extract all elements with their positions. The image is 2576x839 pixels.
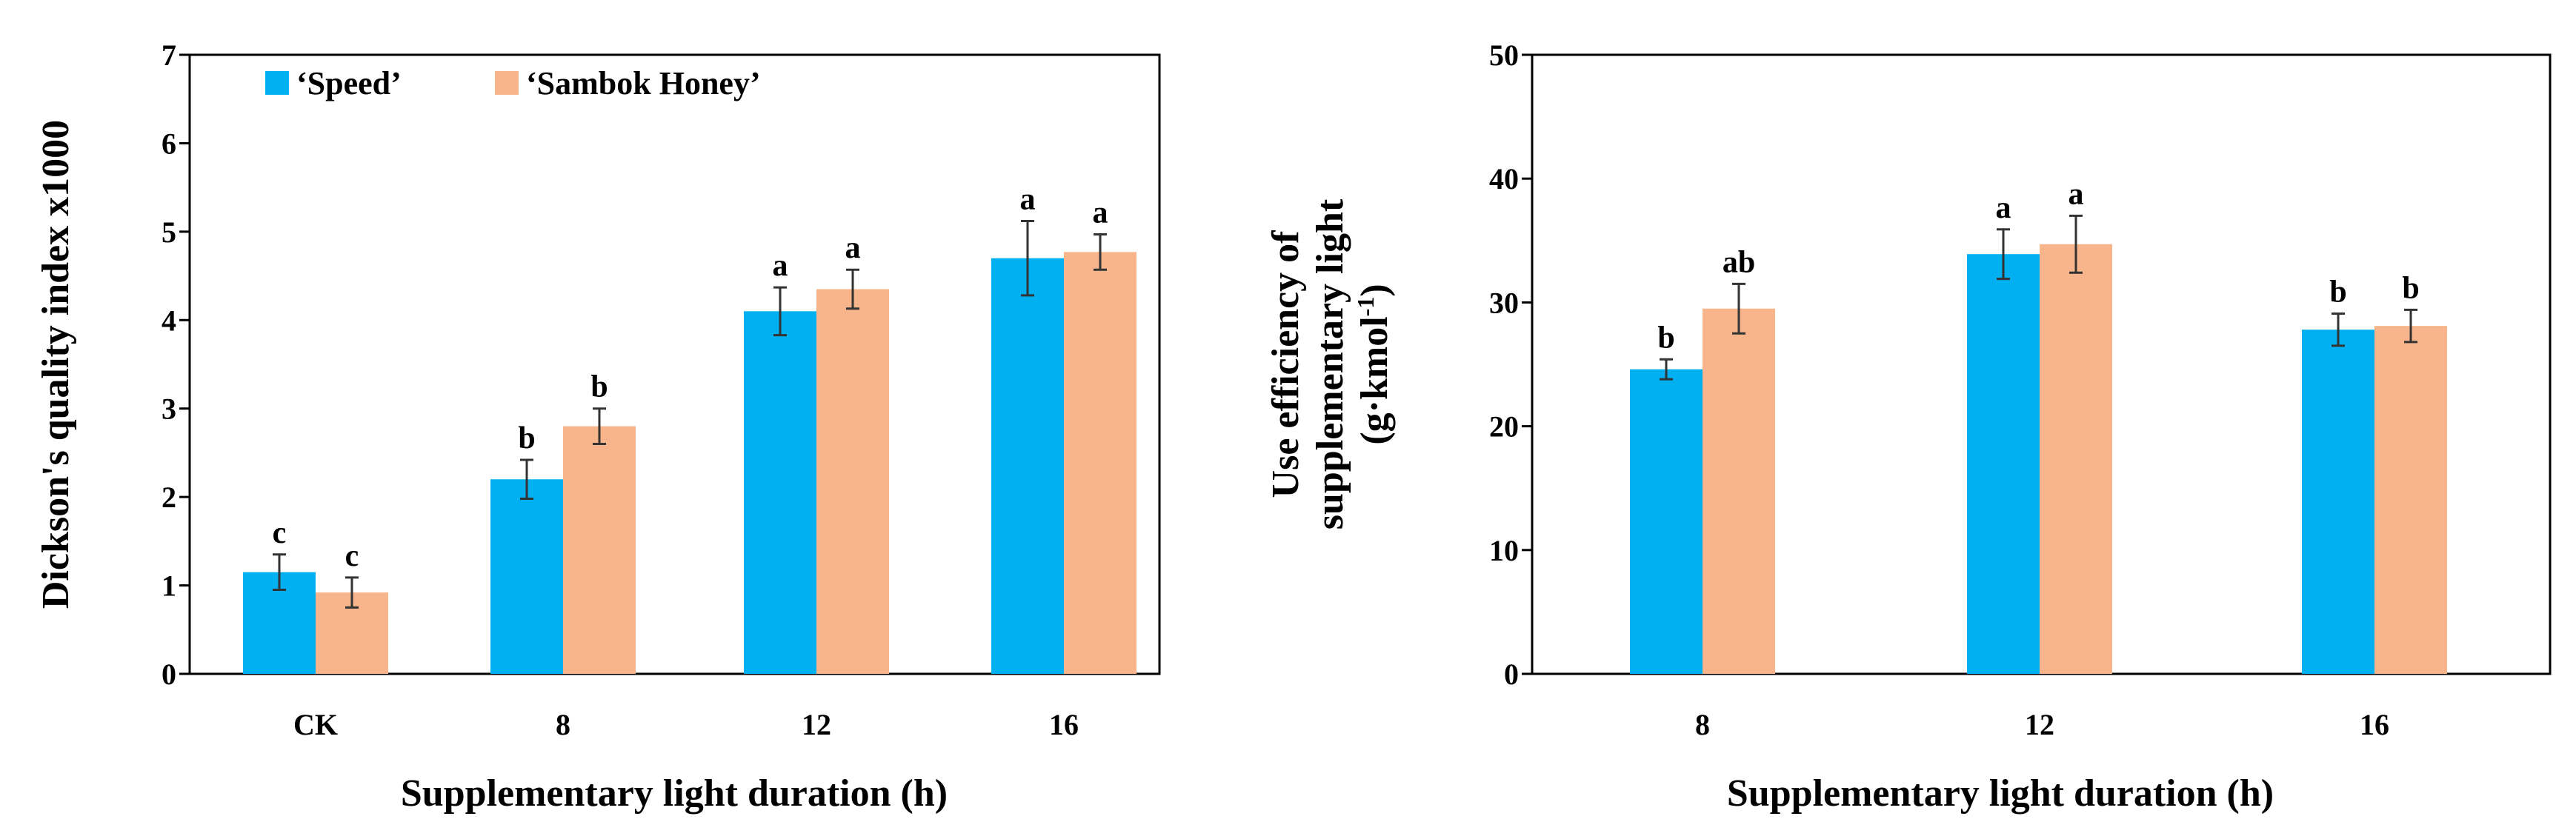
y-tick-label: 6 (162, 127, 176, 160)
y-axis-label: Dickson's quality index x1000 (35, 120, 77, 609)
significance-letter: a (773, 249, 788, 283)
y-tick-label: 10 (1489, 534, 1519, 567)
legend-swatch-speed (265, 71, 289, 95)
significance-letter: a (1093, 195, 1108, 230)
x-tick-label: 16 (2360, 708, 2389, 741)
bar-sambok-honey (2374, 326, 2447, 674)
y-axis: 0 10 20 30 40 50 (1489, 39, 1532, 691)
y-tick-label: 7 (162, 39, 176, 72)
plot-frame (188, 53, 1161, 675)
y-tick-label: 40 (1489, 162, 1519, 195)
significance-letter: b (518, 421, 535, 455)
y-tick-label: 0 (1504, 658, 1519, 691)
bar-sambok-honey (816, 289, 889, 674)
bar-speed (2302, 330, 2374, 674)
bar-sambok-honey (1064, 252, 1136, 675)
y-axis-label-line-2: supplementary light (1309, 198, 1351, 529)
y-tick-label: 2 (162, 481, 176, 514)
significance-letter: ab (1723, 245, 1755, 279)
legend-label-sambok-honey: ‘Sambok Honey’ (526, 65, 761, 101)
x-tick-label: 12 (2025, 708, 2054, 741)
bar-sambok-honey (1703, 308, 1775, 674)
significance-letter: b (590, 370, 608, 404)
x-tick-label: 8 (556, 708, 570, 741)
bar-sambok-honey (563, 426, 636, 674)
x-axis: 8 12 16 (1695, 708, 2389, 741)
significance-letter: c (273, 516, 287, 550)
x-tick-label: 16 (1049, 708, 1079, 741)
unit-end: ) (1354, 284, 1396, 296)
y-tick-label: 1 (162, 569, 176, 603)
unit-superscript: -1 (1352, 297, 1379, 317)
x-tick-label: 8 (1695, 708, 1710, 741)
significance-letter: a (1020, 183, 1036, 217)
bar-speed (490, 479, 563, 674)
bar-speed (991, 258, 1064, 675)
bar-speed (744, 311, 816, 674)
significance-letter: a (2069, 177, 2084, 211)
x-axis-label: Supplementary light duration (h) (401, 772, 948, 815)
y-tick-label: 50 (1489, 39, 1519, 72)
significance-letter: b (2402, 271, 2419, 305)
y-tick-label: 3 (162, 392, 176, 426)
y-tick-label: 30 (1489, 286, 1519, 319)
y-tick-label: 20 (1489, 410, 1519, 444)
significance-letter: a (845, 231, 861, 265)
y-tick-label: 4 (162, 304, 176, 337)
bar-speed (1630, 369, 1703, 674)
y-axis: 0 1 2 3 4 5 6 7 (162, 39, 190, 691)
significance-letter: c (345, 539, 359, 573)
unit-main: (g·kmol (1354, 316, 1396, 444)
legend: ‘Speed’ ‘Sambok Honey’ (265, 65, 761, 101)
significance-letter: b (1657, 321, 1674, 355)
bars: c b a a c b a a (243, 183, 1136, 675)
x-tick-label: CK (293, 708, 338, 741)
y-tick-label: 0 (162, 658, 176, 691)
y-tick-label: 5 (162, 215, 176, 249)
y-axis-label-unit: (g·kmol-1) (1352, 284, 1396, 444)
significance-letter: a (1996, 191, 2011, 225)
bar-sambok-honey (2040, 244, 2112, 674)
x-axis-label: Supplementary light duration (h) (1727, 772, 2274, 815)
y-axis-label-line-1: Use efficiency of (1265, 230, 1307, 498)
significance-letter: b (2329, 275, 2346, 309)
bar-speed (1967, 254, 2040, 674)
legend-label-speed: ‘Speed’ (296, 65, 402, 101)
x-axis: CK 8 12 16 (293, 708, 1079, 741)
legend-swatch-sambok-honey (495, 71, 519, 95)
y-axis-label: Use efficiency of supplementary light (g… (1265, 198, 1396, 529)
x-tick-label: 12 (802, 708, 831, 741)
